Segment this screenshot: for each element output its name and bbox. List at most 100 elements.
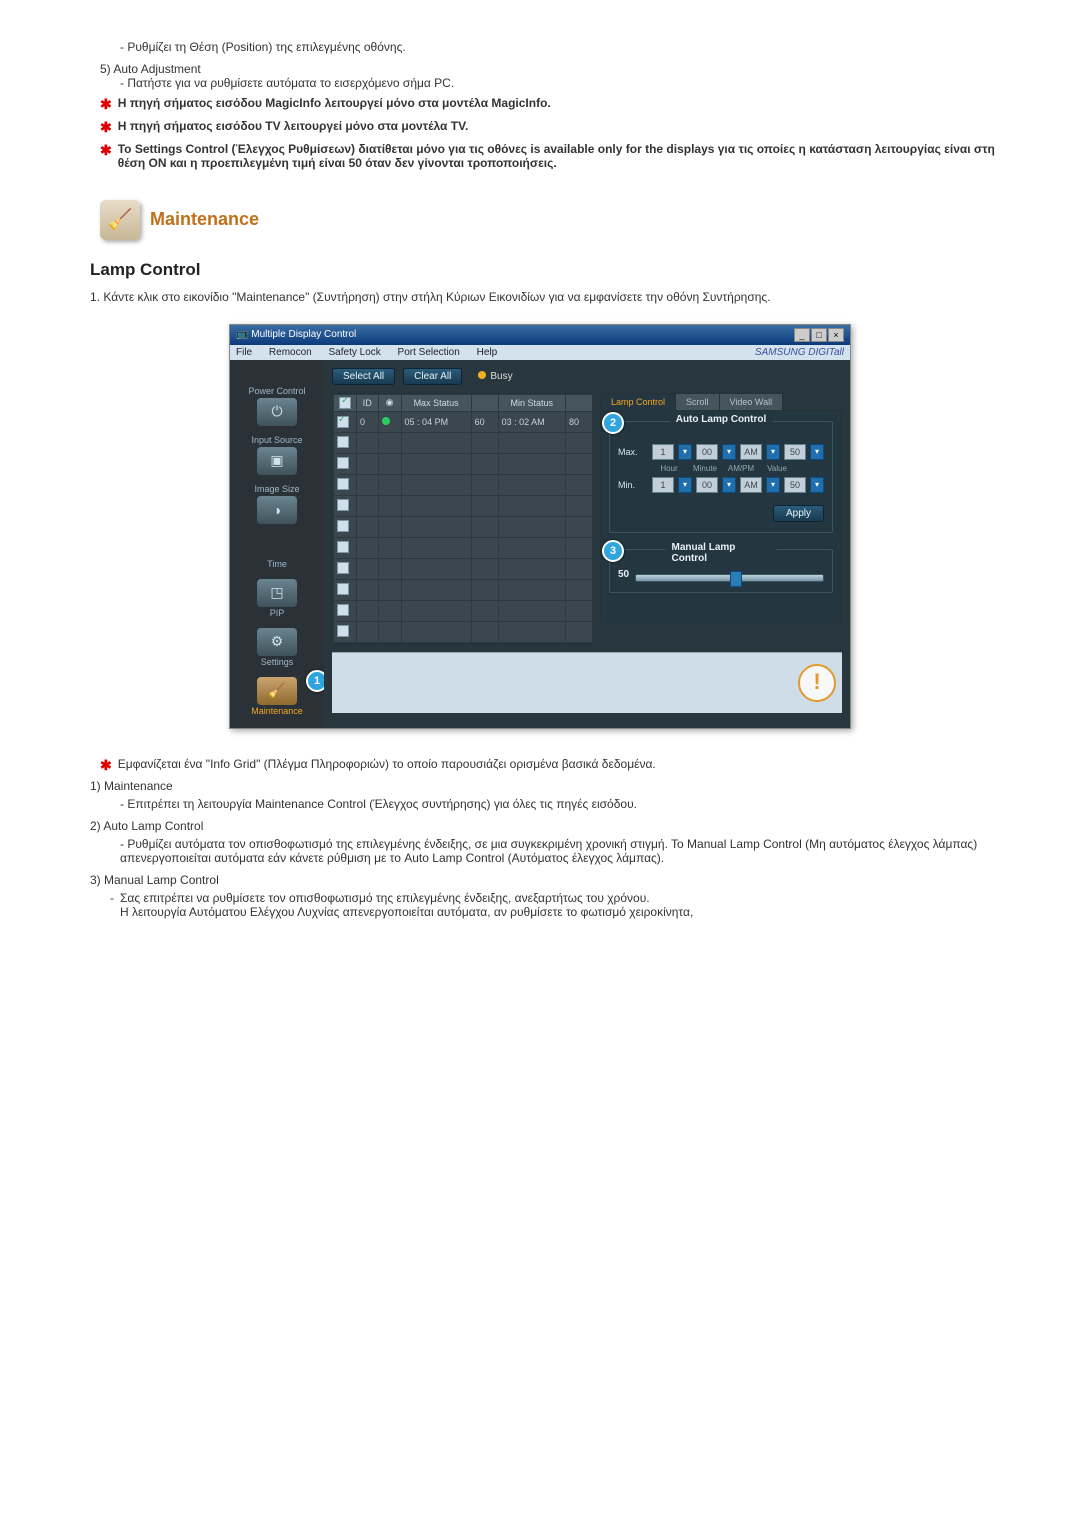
menu-file[interactable]: File: [236, 347, 252, 358]
cell-id: 0: [357, 411, 379, 432]
main-panel: Select All Clear All Busy ID ◉ Max Statu…: [324, 360, 850, 728]
select-all-button[interactable]: Select All: [332, 368, 395, 385]
menu-port-selection[interactable]: Port Selection: [398, 347, 460, 358]
menubar: File Remocon Safety Lock Port Selection …: [230, 345, 850, 360]
sidebar-item-settings[interactable]: ⚙ Settings: [239, 624, 315, 671]
auto-max-row: Max. 1▾ 00▾ AM▾ 50▾: [618, 444, 824, 460]
min-ampm-input[interactable]: AM: [740, 477, 762, 493]
cell-min: 03 : 02 AM: [498, 411, 565, 432]
sub-heading-lamp-control: Lamp Control: [90, 260, 1000, 280]
maximize-button[interactable]: □: [811, 328, 827, 342]
cell-min-val: 80: [566, 411, 593, 432]
titlebar: 📺 Multiple Display Control _□×: [230, 325, 850, 345]
dropdown-icon[interactable]: ▾: [766, 477, 780, 493]
item-5-desc: - Πατήστε για να ρυθμίσετε αυτόματα το ε…: [120, 76, 1000, 90]
apply-button[interactable]: Apply: [773, 505, 824, 522]
max-minute-input[interactable]: 00: [696, 444, 718, 460]
manual-lamp-control-group: 3 Manual Lamp Control 50: [609, 549, 833, 593]
field-sublabels: Hour Minute AM/PM Value: [652, 464, 824, 473]
tab-video-wall[interactable]: Video Wall: [719, 393, 784, 410]
table-row[interactable]: [334, 558, 593, 579]
star-icon: ✱: [100, 142, 112, 159]
col-status-icon: ◉: [378, 394, 401, 411]
min-value-input[interactable]: 50: [784, 477, 806, 493]
row-checkbox[interactable]: [337, 416, 349, 428]
dropdown-icon[interactable]: ▾: [678, 444, 692, 460]
table-row[interactable]: [334, 474, 593, 495]
tab-scroll[interactable]: Scroll: [675, 393, 720, 410]
item-3-label: 3) Manual Lamp Control: [90, 873, 1000, 887]
star-icon: ✱: [100, 96, 112, 113]
menu-help[interactable]: Help: [477, 347, 498, 358]
note-tv: Η πηγή σήματος εισόδου TV λειτουργεί μόν…: [118, 119, 469, 133]
sidebar-item-power-control[interactable]: Power Control ⏻: [239, 384, 315, 431]
window-controls[interactable]: _□×: [793, 328, 844, 342]
sidebar-item-input-source[interactable]: Input Source ▣: [239, 433, 315, 480]
busy-indicator: Busy: [478, 371, 512, 382]
min-minute-input[interactable]: 00: [696, 477, 718, 493]
min-hour-input[interactable]: 1: [652, 477, 674, 493]
table-row[interactable]: [334, 600, 593, 621]
dropdown-icon[interactable]: ▾: [722, 477, 736, 493]
sidebar-item-pip[interactable]: ◳ PIP: [239, 575, 315, 622]
tab-lamp-control[interactable]: Lamp Control: [600, 393, 676, 410]
note-magicinfo: Η πηγή σήματος εισόδου MagicInfo λειτουρ…: [118, 96, 551, 110]
dropdown-icon[interactable]: ▾: [722, 444, 736, 460]
manual-value: 50: [618, 569, 629, 580]
section-heading: Maintenance: [150, 209, 259, 230]
manual-slider[interactable]: [635, 574, 824, 582]
marker-2: 2: [602, 412, 624, 434]
cell-max: 05 : 04 PM: [401, 411, 471, 432]
dropdown-icon[interactable]: ▾: [810, 444, 824, 460]
table-row[interactable]: [334, 453, 593, 474]
sidebar-item-maintenance[interactable]: 🧹 Maintenance: [239, 673, 315, 720]
star-icon: ✱: [100, 119, 112, 136]
max-hour-input[interactable]: 1: [652, 444, 674, 460]
item-1-label: 1) Maintenance: [90, 779, 1000, 793]
table-row[interactable]: [334, 432, 593, 453]
item-3-desc2: Η λειτουργία Αυτόματου Ελέγχου Λυχνίας α…: [120, 905, 693, 919]
app-window: 📺 Multiple Display Control _□× File Remo…: [229, 324, 851, 729]
dropdown-icon[interactable]: ▾: [766, 444, 780, 460]
manual-lamp-title: Manual Lamp Control: [666, 542, 777, 564]
max-ampm-input[interactable]: AM: [740, 444, 762, 460]
auto-lamp-title: Auto Lamp Control: [670, 414, 773, 425]
item-5-label: 5) Auto Adjustment: [100, 62, 1000, 76]
maintenance-icon: 🧹: [257, 677, 297, 705]
col-max-status: Max Status: [401, 394, 471, 411]
table-row[interactable]: [334, 537, 593, 558]
menu-remocon[interactable]: Remocon: [269, 347, 312, 358]
max-value-input[interactable]: 50: [784, 444, 806, 460]
footer-bar: !: [332, 652, 842, 713]
table-row[interactable]: [334, 621, 593, 642]
menu-safety-lock[interactable]: Safety Lock: [329, 347, 381, 358]
status-dot-icon: [382, 417, 390, 425]
minimize-button[interactable]: _: [794, 328, 810, 342]
dash-icon: -: [110, 891, 114, 905]
table-row[interactable]: 0 05 : 04 PM 60 03 : 02 AM 80: [334, 411, 593, 432]
intro-step-1: 1. Κάντε κλικ στο εικονίδιο "Maintenance…: [90, 290, 1000, 304]
item-3-desc1: Σας επιτρέπει να ρυθμίσετε τον οπισθοφωτ…: [120, 891, 650, 905]
min-label: Min.: [618, 480, 648, 490]
window-title: 📺 Multiple Display Control: [236, 329, 356, 340]
item-2-label: 2) Auto Lamp Control: [90, 819, 1000, 833]
settings-icon: ⚙: [257, 628, 297, 656]
cell-max-val: 60: [471, 411, 498, 432]
table-row[interactable]: [334, 579, 593, 600]
auto-lamp-control-group: 2 Auto Lamp Control Max. 1▾ 00▾ AM▾ 50▾ …: [609, 421, 833, 533]
col-id: ID: [357, 394, 379, 411]
col-check[interactable]: [334, 394, 357, 411]
dropdown-icon[interactable]: ▾: [678, 477, 692, 493]
clear-all-button[interactable]: Clear All: [403, 368, 462, 385]
dropdown-icon[interactable]: ▾: [810, 477, 824, 493]
sidebar: Power Control ⏻ Input Source ▣ Image Siz…: [230, 360, 324, 728]
table-row[interactable]: [334, 495, 593, 516]
table-row[interactable]: [334, 516, 593, 537]
slider-thumb[interactable]: [730, 571, 742, 587]
pip-icon: ◳: [257, 579, 297, 607]
warning-icon: !: [798, 664, 836, 702]
sidebar-item-time[interactable]: Time: [239, 531, 315, 573]
right-panel: Lamp Control Scroll Video Wall 2 Auto La…: [600, 393, 842, 644]
close-button[interactable]: ×: [828, 328, 844, 342]
sidebar-item-image-size[interactable]: Image Size ◑: [239, 482, 315, 529]
